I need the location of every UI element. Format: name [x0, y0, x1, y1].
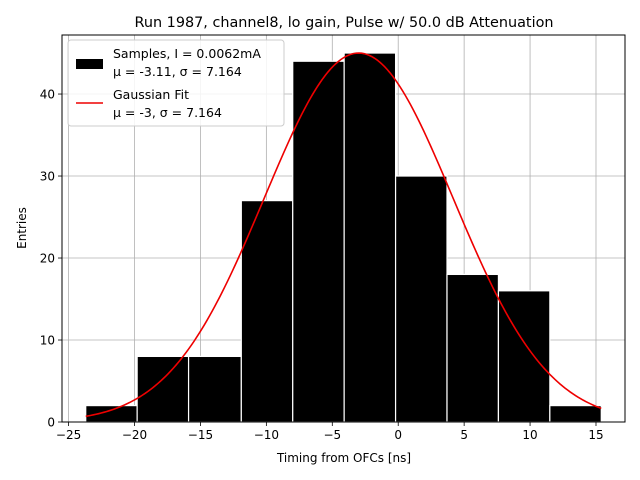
x-tick-label: 0 — [394, 428, 402, 442]
x-axis: −25 −20 −15 −10 −5 0 5 10 15 — [56, 422, 604, 442]
histogram-bar — [240, 200, 294, 423]
y-tick-label: 10 — [40, 334, 55, 348]
y-tick-label: 0 — [47, 416, 55, 430]
legend-histogram-swatch — [76, 59, 103, 69]
x-tick-label: −20 — [122, 428, 147, 442]
y-axis: 0 10 20 30 40 — [40, 88, 62, 430]
legend-histogram-stats: μ = -3.11, σ = 7.164 — [113, 64, 242, 79]
histogram-bar — [136, 355, 190, 423]
legend: Samples, I = 0.0062mA μ = -3.11, σ = 7.1… — [67, 39, 285, 127]
histogram-bar — [343, 52, 397, 423]
plot-frame — [61, 34, 626, 423]
histogram-bar — [85, 405, 138, 423]
y-tick-label: 30 — [40, 170, 55, 184]
legend-box — [67, 39, 285, 127]
x-tick-label: −15 — [188, 428, 213, 442]
legend-fit-name: Gaussian Fit — [113, 87, 189, 102]
histogram-bar — [394, 175, 448, 423]
histogram-bar — [187, 355, 242, 423]
histogram-bar — [497, 290, 551, 423]
x-tick-label: −10 — [254, 428, 279, 442]
histogram-bar — [292, 60, 345, 423]
histogram-bar — [446, 273, 500, 423]
y-tick-label: 20 — [40, 252, 55, 266]
x-tick-label: 15 — [588, 428, 603, 442]
x-tick-label: 5 — [460, 428, 468, 442]
histogram-bar — [549, 405, 602, 423]
chart-title: Run 1987, channel8, lo gain, Pulse w/ 50… — [135, 15, 554, 31]
y-tick-label: 40 — [40, 88, 55, 102]
y-axis-label: Entries — [15, 207, 29, 249]
x-tick-label: −5 — [323, 428, 341, 442]
gaussian-fit-line — [85, 52, 602, 418]
x-tick-label: 10 — [522, 428, 537, 442]
x-axis-label: Timing from OFCs [ns] — [276, 451, 411, 465]
x-tick-label: −25 — [56, 428, 81, 442]
legend-fit-stats: μ = -3, σ = 7.164 — [113, 105, 222, 120]
legend-histogram-name: Samples, I = 0.0062mA — [113, 46, 261, 61]
